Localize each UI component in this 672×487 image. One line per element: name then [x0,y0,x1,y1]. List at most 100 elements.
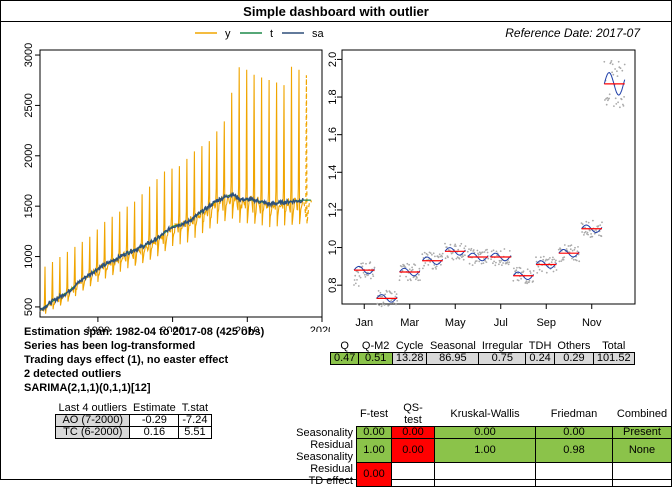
variance-cell: 0.51 [358,352,393,365]
si-ratio-point [611,71,613,74]
si-ratio-point [529,272,532,274]
si-ratio-point [429,252,432,255]
test-cell: 0.00 [434,426,536,439]
si-ratio-point [589,229,591,232]
seasonal-factor-line [558,249,580,258]
si-ratio-point [416,277,418,279]
variance-cell: 0.47 [329,352,360,365]
si-ratio-point [535,256,537,259]
plot-area [341,49,636,305]
sarima-model: SARIMA(2,1,1)(0,1,1)[12] [24,382,151,394]
si-ratio-point [587,221,590,224]
si-ratio-point [517,279,520,282]
test-header: Combined [616,408,668,420]
si-ratio-point [526,282,528,285]
si-ratio-point [516,266,518,269]
si-ratio-point [392,302,395,304]
test-cell [391,462,435,487]
si-ratio-point [577,246,579,248]
si-ratio-point [601,221,603,224]
si-ratio-point [558,260,561,263]
si-ratio-point [454,243,457,246]
log-transform-note: Series has been log-transformed [24,340,196,352]
outlier-header: T.stat [181,402,209,414]
si-ratio-point [379,291,382,294]
si-ratio-point [542,255,545,258]
variance-cell: 86.95 [426,352,480,365]
si-ratio-point [356,279,358,281]
si-ratio-point [358,275,361,277]
si-ratio-point [362,271,365,274]
si-ratio-point [552,270,555,273]
seasonal-factor-line [353,265,375,275]
si-ratio-point [554,261,557,264]
seasonal-factor-line [467,252,489,262]
si-ratio-point [434,266,437,269]
si-ratio-point [614,68,616,70]
si-ratio-point [434,255,436,258]
si-ratio-point [417,279,420,282]
si-ratio-point [425,252,428,255]
si-ratio-point [557,248,560,251]
y-tick-label: 3000 [23,43,35,67]
si-ratio-point [394,295,397,298]
si-ratio-point [623,96,625,98]
variance-cell: 101.52 [592,352,635,365]
si-ratio-point [481,251,484,254]
si-ratio-point [590,233,592,235]
series-y-forecast [303,75,312,224]
si-ratio-point [460,242,463,245]
si-ratio-point [367,274,369,277]
si-ratio-point [574,246,576,249]
seasonal-factor-line [581,224,603,234]
si-ratio-point [353,284,355,286]
si-ratio-point [563,244,566,246]
si-ratio-point [459,245,461,247]
si-ratio-point [610,61,612,64]
seasonal-factor-line [421,256,444,266]
x-tick-label: 1990 [86,325,110,332]
si-ratio-point [526,268,529,271]
si-ratio-point [418,267,421,270]
variance-header: Q-M2 [361,340,390,352]
si-ratio-point [437,256,440,259]
si-ratio-point [580,222,583,225]
si-ratio-point [384,293,387,296]
si-ratio-point [490,258,492,261]
variance-header: Others [557,340,591,352]
si-ratio-point [498,259,501,262]
si-ratio-point [581,223,584,226]
si-ratio-point [562,258,565,261]
si-ratio-point [581,231,583,233]
si-ratio-point [541,270,543,273]
test-row-label: Residual TD effect [308,462,353,487]
si-ratio-point [611,63,614,66]
si-ratio-point [620,98,623,101]
si-ratio-point [551,258,554,261]
y-tick-label: 1.2 [327,202,339,217]
x-tick-label: Mar [400,317,419,329]
si-ratio-point [486,251,489,254]
si-ratio-point [498,263,500,266]
outlier-cell: TC (6-2000) [54,426,131,439]
si-ratio-point [503,248,506,250]
seasonal-factor-line [376,294,398,303]
test-row-label: Seasonality [296,426,353,439]
si-ratio-point [591,235,594,238]
variance-header: Seasonal [429,340,476,352]
x-tick-label: Nov [582,317,602,329]
si-ratio-point [571,249,574,252]
si-ratio-point [411,266,413,269]
si-ratio-point [549,257,551,259]
dashboard-title: Simple dashboard with outlier [1,1,671,22]
si-ratio-point [471,264,474,266]
si-ratio-point [571,257,573,260]
test-cell: 1.00 [434,438,536,463]
estimation-span: Estimation span: 1982-04 to 2017-08 (425… [24,326,265,338]
si-ratio-point [369,261,372,264]
si-ratio-point [449,243,452,246]
si-ratio-point [552,256,554,259]
si-ratio-point [468,262,471,265]
si-ratio-point [401,269,404,272]
si-ratio-point [517,272,519,275]
